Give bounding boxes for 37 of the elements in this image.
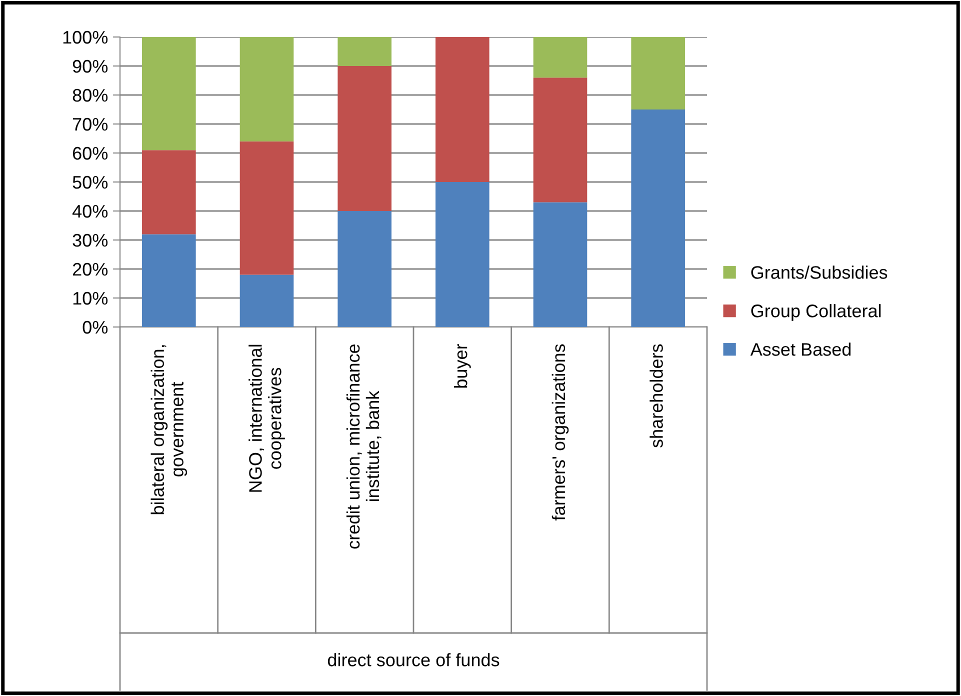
y-tick-label: 50% (72, 176, 108, 189)
x-tick-label: buyer (454, 344, 471, 388)
bar (240, 274, 294, 327)
bar (142, 37, 196, 150)
bar (338, 66, 392, 211)
y-tick-label: 10% (73, 292, 108, 305)
bar (338, 37, 392, 66)
y-tick-label: 20% (72, 262, 108, 276)
y-tick-label: 40% (72, 204, 108, 218)
bar (533, 202, 588, 327)
x-tick-label: credit union, microfinance institute, bank (346, 344, 382, 549)
y-tick-label: 60% (72, 146, 108, 160)
y-tick-label: 0% (82, 320, 108, 334)
x-tick-label: bilateral organization, government (150, 345, 188, 514)
text: direct source of funds (328, 653, 500, 666)
legend-label: Group Collateral (751, 304, 881, 321)
legend-label: Grants/Subsidies (751, 266, 888, 279)
bar (142, 234, 196, 327)
bar (631, 37, 685, 110)
y-tick-label: 30% (72, 234, 108, 247)
x-tick-label: shareholders (650, 344, 663, 448)
y-tick-label: 90% (72, 60, 108, 73)
legend-label: Asset Based (750, 342, 851, 356)
bar (436, 182, 490, 327)
y-tick-label: 100% (63, 30, 108, 44)
bar (533, 78, 588, 202)
bar (240, 141, 294, 275)
bar (533, 37, 588, 78)
y-tick-label: 70% (72, 118, 108, 131)
y-tick-label: 80% (72, 88, 108, 102)
bar (240, 37, 294, 142)
bar (436, 37, 490, 182)
x-tick-label: NGO, international cooperatives (248, 344, 285, 492)
bar (631, 110, 685, 327)
bar (142, 150, 196, 234)
x-tick-label: farmers' organizations (552, 344, 569, 520)
bar (338, 211, 392, 327)
